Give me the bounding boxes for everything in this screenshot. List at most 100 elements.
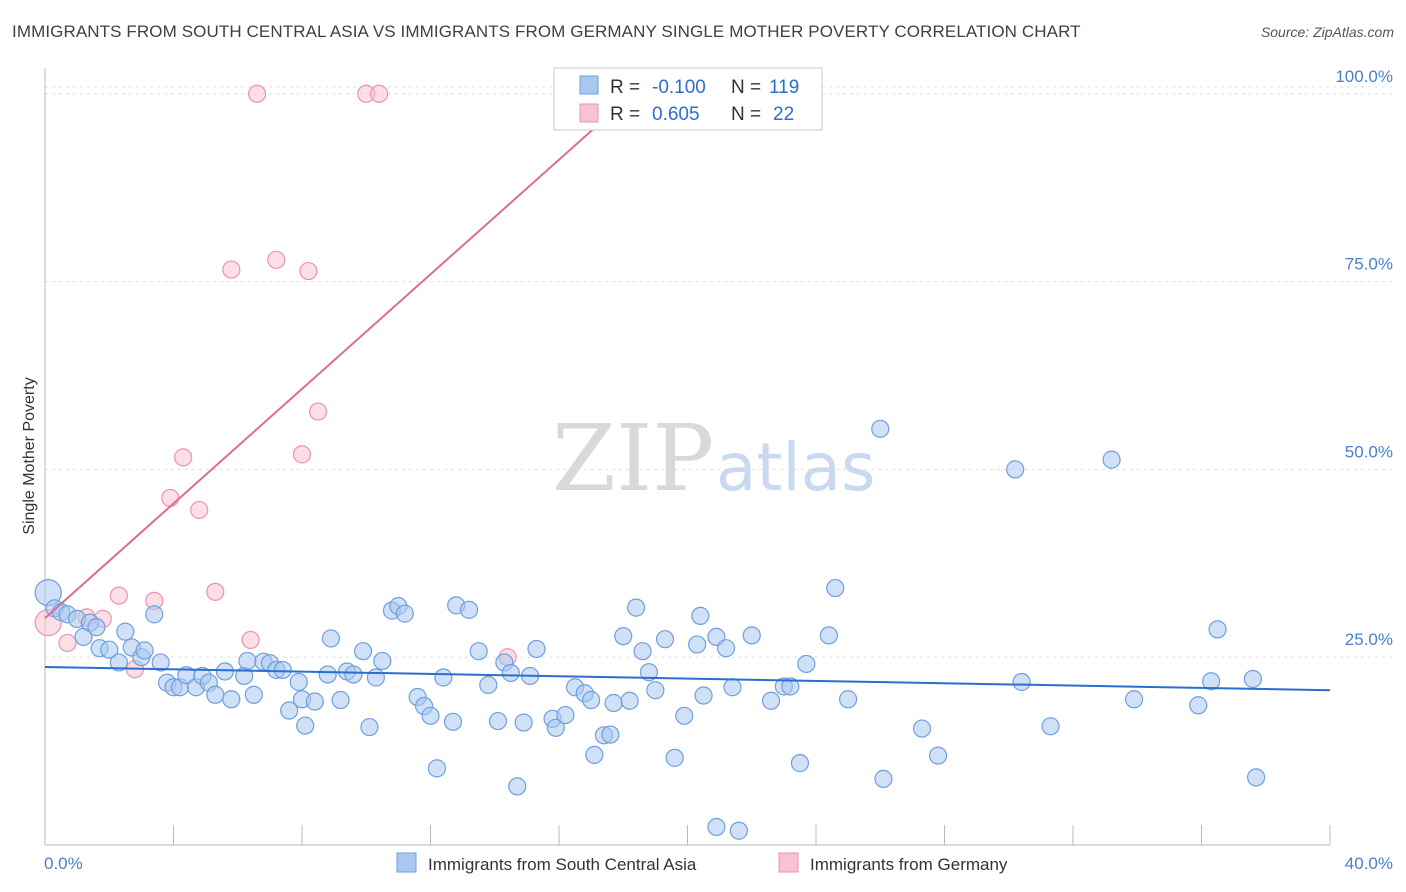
data-point [1247,768,1266,787]
data-point [601,725,620,744]
data-point [1189,696,1208,715]
data-point [546,718,565,737]
y-axis-title: Single Mother Poverty [21,377,38,534]
data-point [1208,620,1227,639]
data-point [488,711,508,731]
data-point [247,84,267,103]
x-tick-label-max: 40.0% [1345,854,1393,873]
data-point [206,685,225,704]
data-point [928,746,948,765]
data-point [1102,450,1121,469]
stats-swatch-pink [579,103,599,123]
stats-n-label: N = [731,104,761,125]
y-tick-label: 25.0% [1345,630,1393,649]
data-point [161,488,180,508]
watermark-atlas: atlas [716,429,876,506]
data-point [360,717,379,737]
axes [44,68,1331,846]
data-point [308,402,328,421]
legend-label: Immigrants from South Central Asia [428,855,697,874]
source-label: Source: ZipAtlas.com [1260,24,1394,40]
data-point [370,84,389,103]
data-point [723,678,742,697]
data-point [585,745,604,764]
data-point [604,693,623,713]
watermark: ZIP atlas [552,405,876,512]
data-point [508,777,527,796]
data-point [427,759,447,778]
data-point [344,665,363,684]
stats-n-value: 119 [769,77,799,98]
data-point [675,706,694,725]
data-point [527,639,546,659]
trend-lines [44,93,1331,692]
data-point [222,690,241,709]
stats-r-value: 0.605 [652,104,700,125]
data-point [174,448,193,467]
data-point [781,677,800,696]
data-point [289,672,308,692]
data-point [646,681,665,700]
data-point [321,629,341,648]
data-point [614,627,633,646]
data-point [633,642,652,661]
data-point [318,665,337,684]
series-south-central-asia-points [34,419,1266,840]
data-point [1006,460,1025,479]
data-point [729,821,749,840]
x-tick-label-min: 0.0% [44,854,83,873]
y-tick-label: 50.0% [1345,442,1393,461]
data-point [58,633,77,653]
stats-r-label: R = [610,77,640,98]
data-point [469,642,488,661]
data-point [116,622,135,641]
data-point [688,635,707,654]
legend-swatch-blue [396,852,417,873]
data-point [135,641,154,660]
data-point [514,713,533,732]
stats-swatch-blue [579,75,599,95]
data-point [299,261,318,281]
data-point [707,817,726,837]
data-point [639,663,659,682]
data-point [556,705,575,725]
data-point [109,653,128,672]
data-point [691,606,710,625]
data-point [443,712,463,731]
data-point [296,716,315,735]
tick-labels: 25.0% 50.0% 75.0% 100.0% 0.0% 40.0% [44,67,1393,873]
data-point [742,626,761,645]
data-point [366,668,385,687]
data-point [839,690,858,709]
data-point [620,691,639,710]
stats-box: R = -0.100 N = 119 R = 0.605 N = 22 [553,67,823,131]
series-germany-points [34,84,642,679]
data-point [790,754,810,773]
trend-line-germany [44,93,634,619]
data-point [305,692,324,711]
data-point [626,598,646,617]
data-point [501,663,520,683]
data-point [655,630,675,649]
data-point [874,769,893,788]
data-point [190,500,209,520]
data-point [241,630,260,650]
data-point [222,260,241,279]
data-point [826,578,845,598]
data-point [373,651,392,671]
data-point [100,640,119,659]
legend-swatch-pink [778,852,799,873]
data-point [151,653,170,672]
data-point [871,419,890,438]
data-point [1041,717,1060,736]
data-point [87,618,106,637]
data-point [331,690,350,710]
data-point [238,651,257,671]
data-point [206,582,225,601]
y-tick-label: 100.0% [1335,67,1393,86]
data-point [819,626,838,645]
data-point [479,675,498,695]
data-point [912,719,932,738]
data-point [273,660,292,680]
